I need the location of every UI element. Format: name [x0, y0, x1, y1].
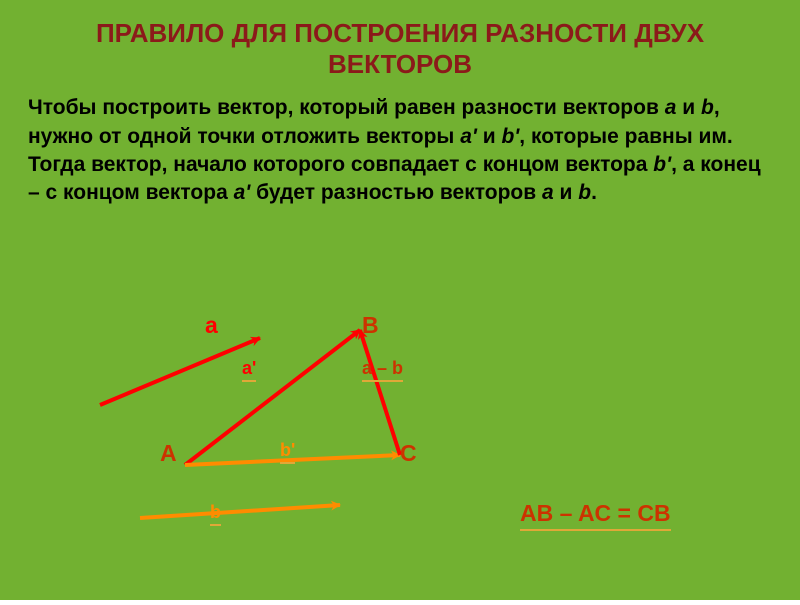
vector-tri-ap [185, 330, 360, 465]
vector-tri-cb [360, 330, 400, 455]
slide-title: ПРАВИЛО ДЛЯ ПОСТРОЕНИЯ РАЗНОСТИ ДВУХ ВЕК… [28, 18, 772, 80]
body-t1: Чтобы построить вектор, который равен ра… [28, 96, 665, 119]
label-vector-b: b [210, 502, 221, 526]
vector-diagram: a a' b b' A B C a – b AB – AC = CB [0, 310, 800, 600]
slide-body: Чтобы построить вектор, который равен ра… [28, 94, 772, 207]
body-t4: и [477, 125, 502, 148]
equation-ab-ac-cb: AB – AC = CB [520, 500, 671, 531]
vector-free-a [100, 338, 260, 405]
body-a1: a [665, 96, 677, 119]
label-vector-ap: a' [242, 358, 256, 382]
body-b3: b' [653, 153, 671, 176]
label-point-C: C [400, 440, 417, 467]
body-a3: a' [234, 181, 251, 204]
label-point-B: B [362, 312, 379, 339]
body-b4: b [578, 181, 591, 204]
body-t7: будет разностью векторов [250, 181, 542, 204]
label-vector-bp: b' [280, 440, 295, 464]
body-a2: a' [460, 125, 477, 148]
vector-free-b [140, 505, 340, 518]
label-a-minus-b: a – b [362, 358, 403, 382]
body-t9: . [591, 181, 597, 204]
label-vector-a: a [205, 312, 218, 339]
slide: ПРАВИЛО ДЛЯ ПОСТРОЕНИЯ РАЗНОСТИ ДВУХ ВЕК… [0, 0, 800, 600]
body-a4: a [542, 181, 554, 204]
body-t8: и [554, 181, 579, 204]
body-t2: и [676, 96, 701, 119]
body-b2: b' [501, 125, 519, 148]
body-b1: b [701, 96, 714, 119]
label-point-A: A [160, 440, 177, 467]
